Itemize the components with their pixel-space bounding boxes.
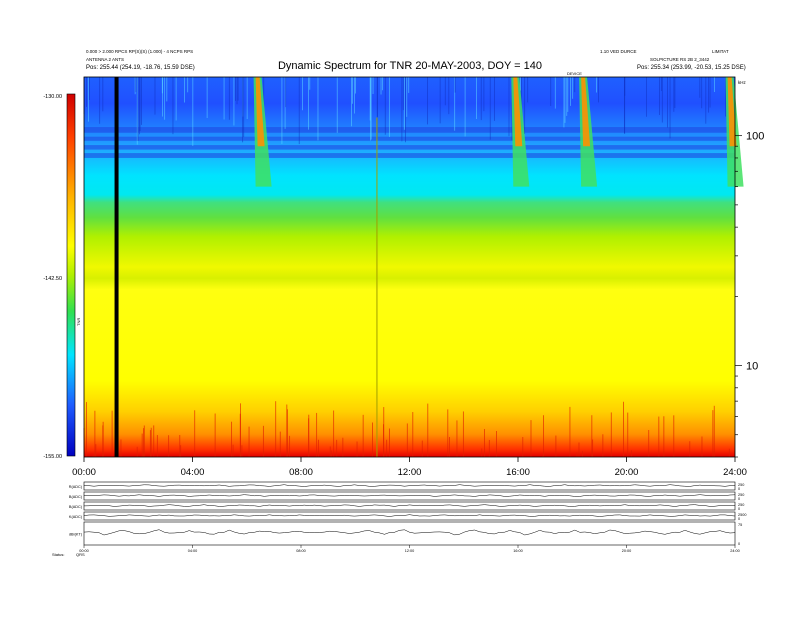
chart-title: Dynamic Spectrum for TNR 20-MAY-2003, DO… xyxy=(278,60,542,72)
colorbar-max-label: -130.00 xyxy=(43,94,62,100)
panel-frame xyxy=(83,501,736,511)
spectrogram-background xyxy=(84,77,735,457)
band-stripe xyxy=(84,136,735,141)
x-tick-label: 24:00 xyxy=(723,467,747,478)
panel-label: K(ADC) xyxy=(69,515,83,519)
marker-label: DEVICE xyxy=(567,71,582,76)
panel-trace xyxy=(83,504,735,507)
panel-x-tick-label: 20:00 xyxy=(622,549,632,553)
panel-value-max: 250 xyxy=(738,503,744,507)
right-info-line-4: Pos: 255.34 (253.99, -20.53, 15.25 DSE) xyxy=(637,65,746,71)
x-tick-label: 20:00 xyxy=(615,467,639,478)
band-stripe xyxy=(84,127,735,133)
y-tick-label: 10 xyxy=(746,361,758,373)
x-tick-label: 08:00 xyxy=(289,467,313,478)
x-tick-label: 16:00 xyxy=(506,467,530,478)
colorbar xyxy=(66,93,76,457)
band-stripe xyxy=(84,145,735,150)
panel-x-tick-label: 16:00 xyxy=(513,549,523,553)
colorbar-unit-label: TNR xyxy=(76,318,81,326)
panel-x-tick-label: 12:00 xyxy=(405,549,415,553)
footer-value: QRS xyxy=(76,552,85,557)
panel-label: B(ADC) xyxy=(69,505,83,509)
data-gap-line xyxy=(114,77,119,457)
panel-label: dBI(KT) xyxy=(69,533,83,537)
panel-label: B(ADC) xyxy=(69,495,83,499)
panel-x-tick-label: 24:00 xyxy=(730,549,740,553)
x-tick-label: 12:00 xyxy=(398,467,422,478)
panel-value-max: 75 xyxy=(738,523,742,527)
y-axis: 100 10 xyxy=(735,131,764,458)
panel-x-tick-label: 08:00 xyxy=(296,549,306,553)
panel-trace xyxy=(84,494,736,497)
panel-value-min: 0 xyxy=(738,497,740,501)
panel-x-tick-label: 04:00 xyxy=(188,549,198,553)
panel-value-min: 0 xyxy=(738,542,740,546)
panel-label: R(ADC) xyxy=(69,485,83,489)
radio-burst-core xyxy=(727,77,737,147)
right-info-line-1: 1.10 VED DURCE xyxy=(600,49,637,54)
panel-x-tick-label: 00:00 xyxy=(79,549,89,553)
footer-label: Status: xyxy=(52,552,64,557)
colorbar-min-label: -155.00 xyxy=(43,454,62,460)
panel-trace xyxy=(83,484,736,487)
panel-value-min: 0 xyxy=(738,517,740,521)
right-info-line-3: SOLPICTURE RS 2B 2_3442 xyxy=(650,57,710,62)
y-unit-label: kHz xyxy=(738,80,746,85)
right-info-line-2: LIMITAT xyxy=(712,49,729,54)
panel-frame xyxy=(83,521,736,546)
x-axis: 00:00 04:00 08:00 12:00 16:00 20:00 24:00 xyxy=(72,457,747,478)
left-info-line-3: Pos: 255.44 (254.19, -18.76, 15.59 DSE) xyxy=(86,65,195,71)
radio-burst-core xyxy=(255,77,265,147)
panel-trace xyxy=(83,529,736,536)
panel-value-min: 0 xyxy=(738,507,740,511)
spectrogram xyxy=(83,76,744,458)
x-tick-label: 00:00 xyxy=(72,467,96,478)
x-tick-label: 04:00 xyxy=(181,467,205,478)
radio-burst-core xyxy=(581,77,591,147)
band-stripe xyxy=(84,153,735,158)
panel-frame xyxy=(83,481,736,491)
panel-frame xyxy=(83,491,736,501)
panel-value-min: 0 xyxy=(738,487,740,491)
y-tick-label: 100 xyxy=(746,131,764,143)
left-info-line-2: ANTENNA 2 ANTS xyxy=(86,57,124,62)
panel-trace xyxy=(83,514,736,517)
panel-value-max: 250 xyxy=(738,493,744,497)
panel-value-max: 250 xyxy=(738,483,744,487)
colorbar-mid-label: -142.50 xyxy=(43,276,62,282)
panel-value-max: 2500 xyxy=(738,513,746,517)
radio-burst-core xyxy=(513,77,523,147)
left-info-line-1: 0.000 > 2.000 RPCS RP(S)(S) (1.000) - 4 … xyxy=(86,49,193,54)
